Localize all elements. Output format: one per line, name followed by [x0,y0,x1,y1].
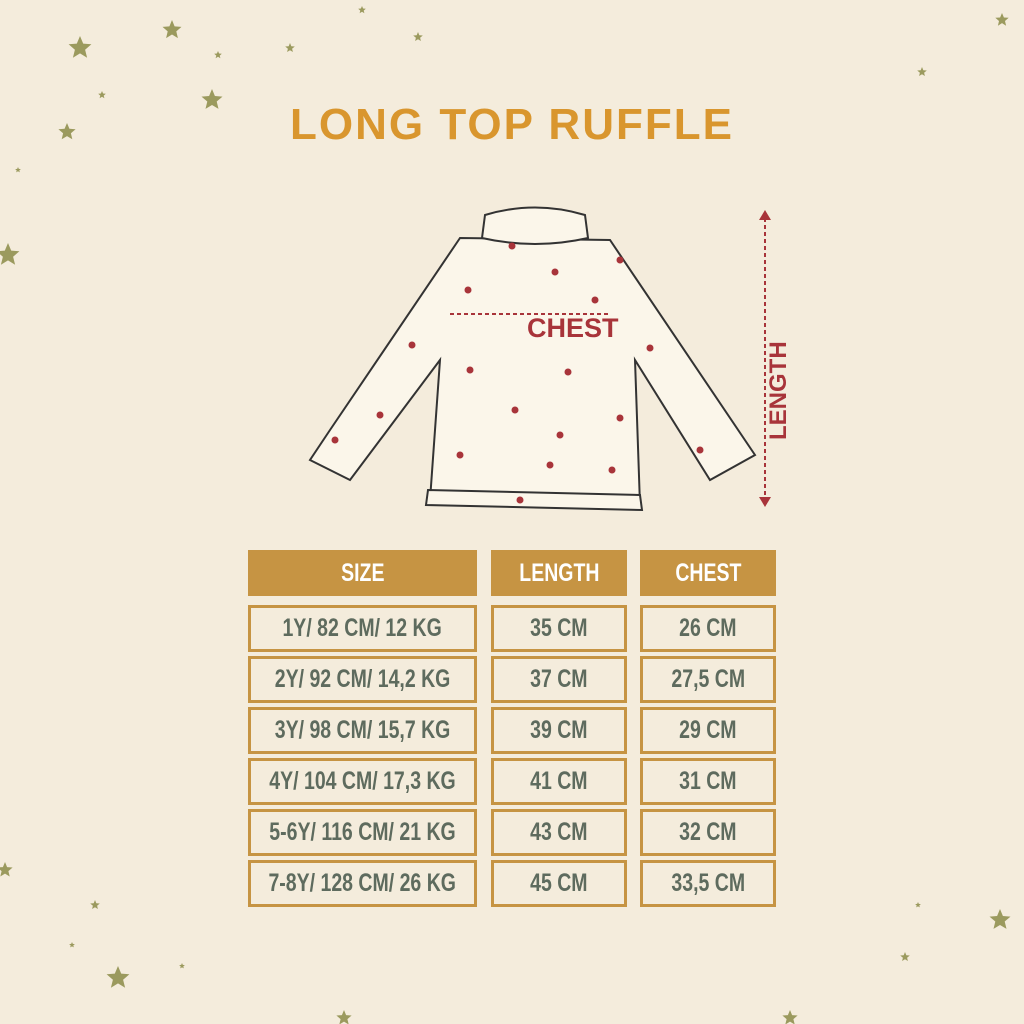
page-title: LONG TOP RUFFLE [290,100,734,149]
star-icon [90,900,100,909]
cell-chest: 29 CM [640,707,776,754]
star-icon [989,909,1011,929]
flower-print [376,411,384,419]
star-icon [915,902,921,908]
cell-length: 41 CM [491,758,627,805]
star-icon [162,20,182,39]
star-icon [900,952,910,961]
star-icon [201,89,223,109]
flower-print [331,436,339,444]
flower-print [511,406,519,414]
cell-length: 43 CM [491,809,627,856]
flower-print [516,496,524,504]
header-size: SIZE [248,550,477,596]
flower-print [608,466,616,474]
star-icon [179,963,185,969]
star-icon [285,43,295,52]
cell-size: 5-6Y/ 116 CM/ 21 KG [248,809,477,856]
cell-size: 3Y/ 98 CM/ 15,7 KG [248,707,477,754]
flower-print [466,366,474,374]
cell-size: 1Y/ 82 CM/ 12 KG [248,605,477,652]
flower-print [556,431,564,439]
flower-print [546,461,554,469]
cell-length: 35 CM [491,605,627,652]
star-icon [15,167,21,173]
star-icon [106,966,130,988]
chest-label: CHEST [527,313,619,343]
flower-print [408,341,416,349]
cell-size: 7-8Y/ 128 CM/ 26 KG [248,860,477,907]
flower-print [616,256,624,264]
cell-length: 45 CM [491,860,627,907]
cell-chest: 31 CM [640,758,776,805]
flower-print [564,368,572,376]
cell-size: 2Y/ 92 CM/ 14,2 KG [248,656,477,703]
cell-length: 37 CM [491,656,627,703]
star-icon [995,13,1009,26]
star-icon [58,123,76,140]
header-chest: CHEST [640,550,776,596]
cell-chest: 26 CM [640,605,776,652]
star-icon [98,91,106,99]
length-label: LENGTH [765,341,792,440]
flower-print [508,242,516,250]
star-icon [0,862,13,877]
star-icon [0,243,20,265]
flower-print [456,451,464,459]
star-icon [68,36,92,58]
star-icon [214,51,222,59]
flower-print [464,286,472,294]
star-icon [358,6,366,14]
star-icon [917,67,927,76]
sweater-illustration [308,206,771,512]
header-length: LENGTH [491,550,627,596]
cell-chest: 27,5 CM [640,656,776,703]
flower-print [616,414,624,422]
cell-chest: 33,5 CM [640,860,776,907]
star-icon [413,32,423,41]
star-icon [782,1010,798,1024]
flower-print [696,446,704,454]
flower-print [551,268,559,276]
star-icon [336,1010,352,1024]
cell-size: 4Y/ 104 CM/ 17,3 KG [248,758,477,805]
star-icon [69,942,75,948]
flower-print [646,344,654,352]
cell-length: 39 CM [491,707,627,754]
cell-chest: 32 CM [640,809,776,856]
flower-print [591,296,599,304]
